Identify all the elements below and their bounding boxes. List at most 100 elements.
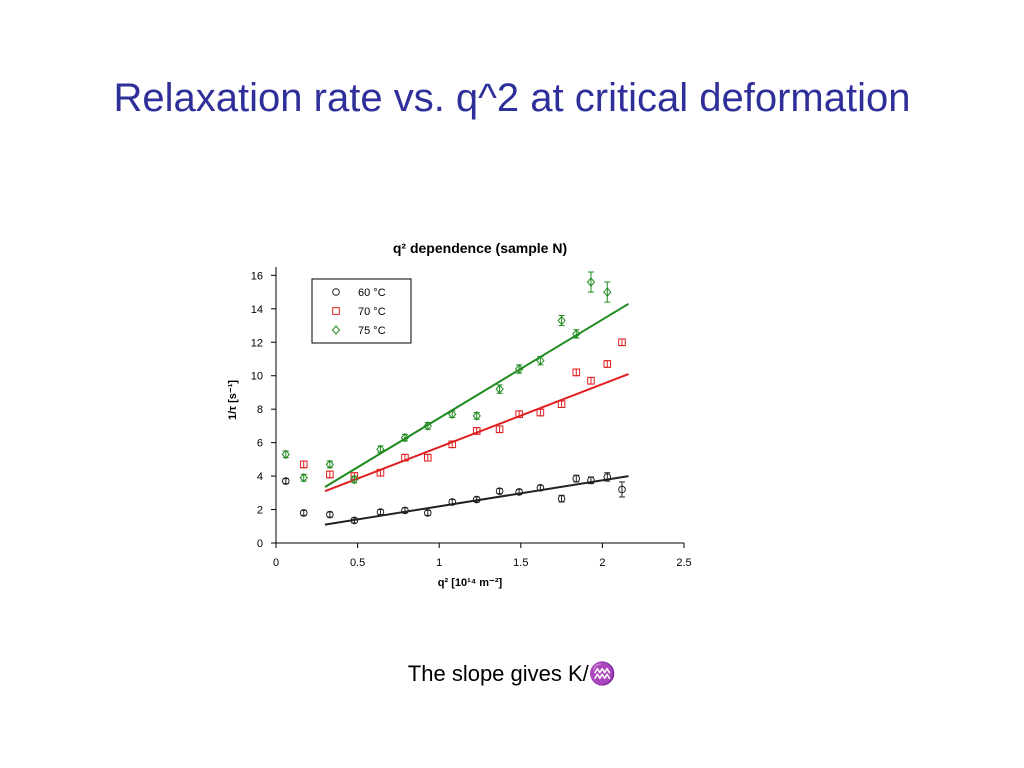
point-marker bbox=[572, 474, 581, 483]
data-point bbox=[618, 481, 625, 498]
slide-title: Relaxation rate vs. q^2 at critical defo… bbox=[113, 76, 911, 120]
data-point bbox=[587, 271, 594, 293]
point-marker bbox=[448, 440, 457, 449]
point-marker bbox=[618, 485, 626, 494]
y-tick-label: 4 bbox=[257, 471, 263, 483]
point-marker bbox=[376, 468, 385, 477]
data-point bbox=[300, 509, 307, 516]
point-marker bbox=[326, 470, 334, 479]
x-tick-label: 0.5 bbox=[350, 557, 365, 569]
x-tick-label: 1.5 bbox=[513, 557, 528, 569]
point-marker bbox=[325, 459, 335, 470]
point-marker bbox=[515, 488, 523, 496]
data-point bbox=[424, 453, 431, 462]
data-point bbox=[377, 509, 384, 516]
point-marker bbox=[376, 508, 385, 516]
x-axis-label: q² [10¹⁴ m⁻²] bbox=[438, 577, 503, 589]
point-marker bbox=[401, 506, 409, 515]
point-marker bbox=[515, 364, 524, 374]
caption-symbol: ♒ bbox=[588, 661, 617, 686]
point-marker bbox=[326, 510, 334, 519]
point-marker bbox=[423, 453, 432, 462]
point-marker bbox=[586, 277, 596, 287]
data-point bbox=[618, 338, 625, 347]
data-point bbox=[573, 368, 580, 377]
point-marker bbox=[423, 509, 432, 517]
data-point bbox=[537, 408, 544, 417]
point-marker bbox=[536, 484, 545, 492]
point-marker bbox=[472, 411, 481, 421]
data-point bbox=[424, 509, 431, 516]
y-tick-label: 8 bbox=[257, 404, 263, 416]
point-marker bbox=[557, 315, 566, 326]
point-marker bbox=[515, 410, 523, 418]
point-marker bbox=[448, 498, 457, 506]
point-marker bbox=[557, 494, 566, 503]
x-tick-label: 1 bbox=[436, 557, 442, 569]
point-marker bbox=[350, 516, 359, 525]
legend-box bbox=[311, 278, 412, 344]
data-point bbox=[604, 281, 611, 303]
point-marker bbox=[618, 338, 626, 347]
data-point bbox=[587, 376, 594, 385]
point-marker bbox=[401, 453, 409, 462]
data-point bbox=[604, 360, 611, 368]
data-point bbox=[326, 470, 333, 479]
x-tick-label: 2 bbox=[599, 557, 605, 569]
data-point bbox=[496, 488, 503, 495]
y-tick-label: 14 bbox=[251, 304, 263, 316]
point-marker bbox=[299, 473, 308, 483]
point-marker bbox=[472, 495, 481, 504]
data-point bbox=[282, 478, 289, 485]
point-marker bbox=[299, 509, 308, 517]
legend-marker bbox=[332, 288, 340, 296]
y-tick-label: 6 bbox=[257, 438, 263, 450]
point-marker bbox=[536, 408, 545, 417]
data-point bbox=[326, 511, 333, 518]
legend-label: 70 °C bbox=[358, 306, 386, 318]
x-tick-label: 0 bbox=[273, 557, 279, 569]
point-marker bbox=[603, 360, 612, 368]
y-tick-label: 12 bbox=[251, 337, 263, 349]
point-marker bbox=[572, 329, 581, 339]
data-point bbox=[300, 460, 307, 469]
point-marker bbox=[557, 400, 566, 408]
legend-label: 60 °C bbox=[358, 287, 386, 299]
point-marker bbox=[572, 368, 581, 377]
y-tick-label: 10 bbox=[251, 371, 263, 383]
point-marker bbox=[603, 287, 612, 297]
point-marker bbox=[350, 474, 359, 485]
point-marker bbox=[423, 421, 432, 431]
chart-title: q² dependence (sample N) bbox=[393, 240, 567, 256]
point-marker bbox=[603, 473, 612, 481]
point-marker bbox=[495, 487, 504, 495]
point-marker bbox=[400, 432, 410, 443]
point-marker bbox=[281, 477, 290, 485]
data-point bbox=[604, 472, 611, 482]
data-point bbox=[496, 384, 503, 394]
series-1 bbox=[300, 338, 629, 493]
legend-label: 75 °C bbox=[358, 325, 386, 337]
data-point bbox=[496, 425, 503, 434]
point-marker bbox=[587, 476, 595, 485]
point-marker bbox=[495, 425, 504, 434]
slide-caption: The slope gives K/♒ bbox=[0, 658, 1024, 690]
legend-marker bbox=[331, 325, 341, 335]
y-tick-label: 16 bbox=[251, 270, 263, 282]
point-marker bbox=[495, 384, 504, 394]
y-tick-label: 2 bbox=[257, 505, 263, 517]
point-marker bbox=[376, 444, 385, 455]
y-axis-label: 1/τ [s⁻¹] bbox=[227, 380, 239, 420]
point-marker bbox=[536, 355, 545, 366]
point-marker bbox=[587, 376, 595, 385]
point-marker bbox=[448, 409, 457, 419]
y-tick-label: 0 bbox=[257, 538, 263, 550]
point-marker bbox=[281, 449, 290, 460]
legend: 60 °C 70 °C 75 °C bbox=[311, 278, 412, 344]
fit-line bbox=[324, 302, 630, 488]
legend-marker bbox=[332, 307, 340, 315]
x-tick-label: 2.5 bbox=[676, 557, 691, 569]
point-marker bbox=[299, 460, 308, 469]
point-marker bbox=[472, 427, 481, 435]
